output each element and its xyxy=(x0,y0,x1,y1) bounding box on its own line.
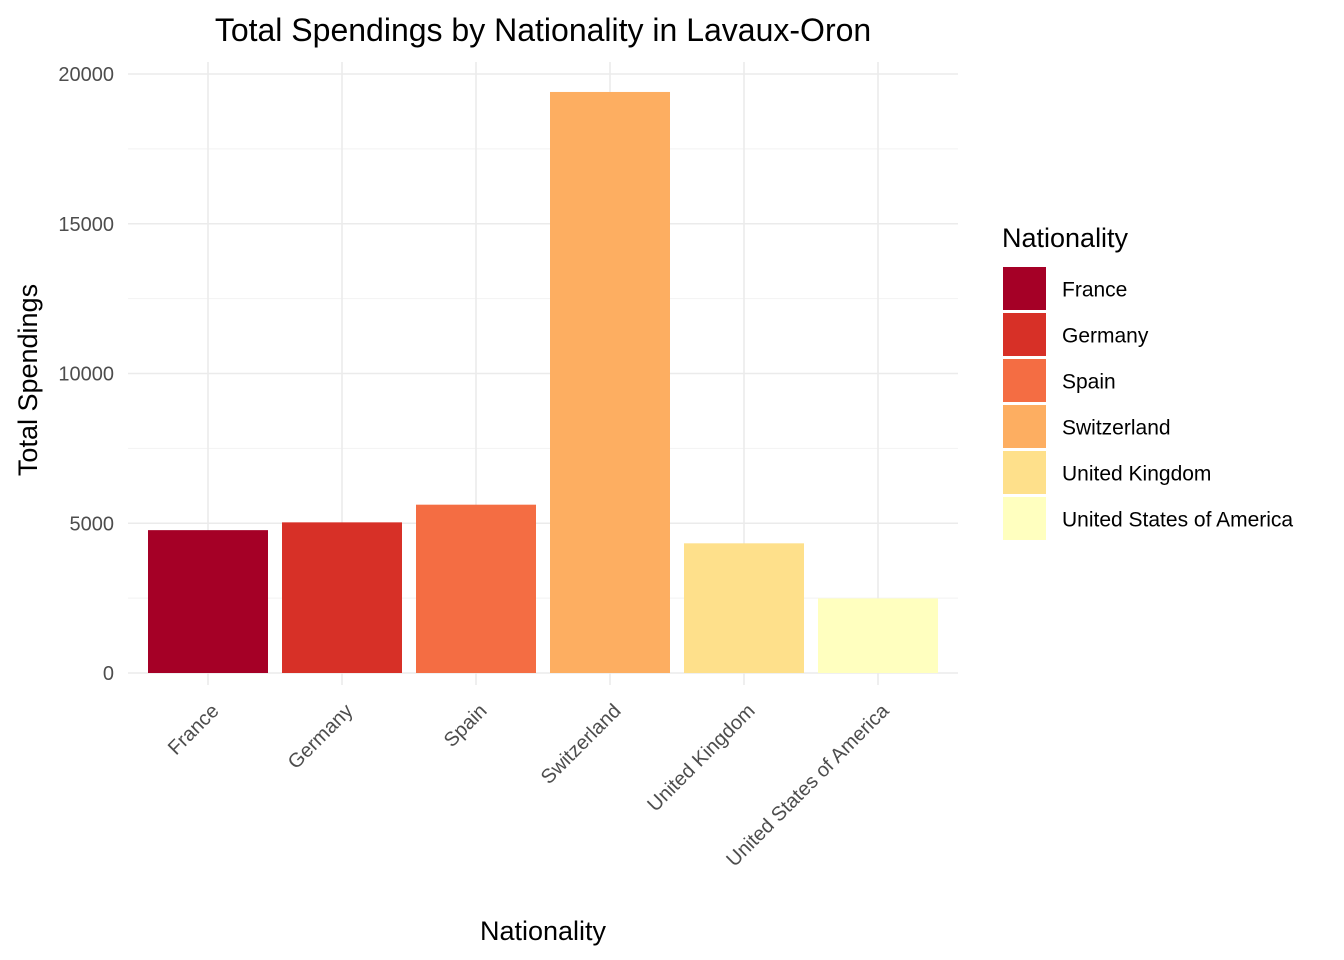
legend-key xyxy=(1003,497,1046,540)
y-tick-label: 5000 xyxy=(70,513,115,535)
bar-germany xyxy=(282,522,402,673)
legend-label: United States of America xyxy=(1062,509,1293,532)
legend-label: Germany xyxy=(1062,325,1149,348)
legend-key xyxy=(1003,267,1046,310)
y-tick-label: 15000 xyxy=(58,214,114,236)
legend-label: Spain xyxy=(1062,371,1116,394)
x-axis-title: Nationality xyxy=(480,916,607,946)
y-tick-label: 10000 xyxy=(58,364,114,386)
x-tick-label: France xyxy=(164,700,224,760)
x-tick-label: Spain xyxy=(440,700,492,752)
bar-spain xyxy=(416,504,536,673)
legend-key xyxy=(1003,451,1046,494)
bar-france xyxy=(148,530,268,673)
legend-key xyxy=(1003,405,1046,448)
x-axis-ticks: France Germany Spain Switzerland United King… xyxy=(164,699,894,871)
chart-title: Total Spendings by Nationality in Lavaux… xyxy=(215,12,871,48)
bar-switzerland xyxy=(550,91,670,674)
legend-label: Switzerland xyxy=(1062,417,1171,440)
x-tick-label: Germany xyxy=(284,700,358,774)
x-tick-label: Switzerland xyxy=(537,700,626,789)
y-axis-title: Total Spendings xyxy=(13,284,43,476)
y-tick-label: 0 xyxy=(103,663,114,685)
x-tick-label: United Kingdom xyxy=(643,700,759,816)
bar-united-kingdom xyxy=(684,543,804,673)
legend-key xyxy=(1003,359,1046,402)
legend-title: Nationality xyxy=(1002,223,1129,253)
legend-label: United Kingdom xyxy=(1062,463,1211,486)
y-axis-ticks: 0 5000 10000 15000 20000 xyxy=(58,64,114,685)
y-tick-label: 20000 xyxy=(58,64,114,86)
legend: Nationality France Germany Spain Switzerlan… xyxy=(1002,223,1293,540)
legend-label: France xyxy=(1062,279,1127,302)
legend-key xyxy=(1003,313,1046,356)
bar-united-states-of-america xyxy=(818,598,938,673)
bars xyxy=(148,91,938,674)
